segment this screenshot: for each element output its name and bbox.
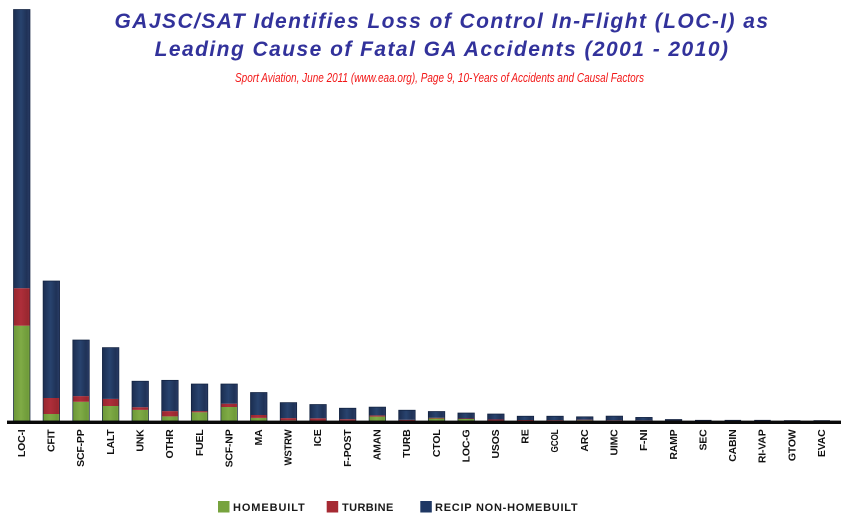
svg-text:Sport Aviation, June 2011 (www: Sport Aviation, June 2011 (www.eaa.org),… <box>235 70 644 85</box>
svg-text:GCOL: GCOL <box>549 429 561 453</box>
svg-text:MA: MA <box>253 429 265 446</box>
svg-text:AMAN: AMAN <box>372 430 384 461</box>
svg-text:LOC-G: LOC-G <box>460 429 472 462</box>
svg-text:Leading Cause of Fatal GA Acci: Leading Cause of Fatal GA Accidents (200… <box>155 38 730 61</box>
svg-text:CFIT: CFIT <box>46 429 58 452</box>
svg-text:LOC-I: LOC-I <box>16 429 28 457</box>
svg-text:USOS: USOS <box>490 429 502 458</box>
svg-text:SCF-NP: SCF-NP <box>223 429 235 467</box>
svg-text:CABIN: CABIN <box>727 430 739 462</box>
svg-text:FUEL: FUEL <box>194 429 206 456</box>
svg-text:UIMC: UIMC <box>609 429 621 456</box>
svg-text:RECIP NON-HOMEBUILT: RECIP NON-HOMEBUILT <box>435 502 578 514</box>
svg-text:CTOL: CTOL <box>431 429 443 457</box>
svg-text:RE: RE <box>520 429 532 443</box>
svg-text:RI-VAP: RI-VAP <box>757 429 769 463</box>
svg-text:GAJSC/SAT Identifies Loss of C: GAJSC/SAT Identifies Loss of Control In-… <box>114 10 769 33</box>
svg-text:HOMEBUILT: HOMEBUILT <box>233 502 306 514</box>
svg-text:EVAC: EVAC <box>816 429 828 457</box>
svg-text:TURBINE: TURBINE <box>342 502 394 514</box>
svg-text:GTOW: GTOW <box>786 429 798 461</box>
svg-text:WSTRW: WSTRW <box>283 429 295 465</box>
svg-text:TURB: TURB <box>401 429 413 458</box>
svg-text:OTHR: OTHR <box>164 429 176 459</box>
svg-text:F-POST: F-POST <box>342 429 354 467</box>
svg-text:RAMP: RAMP <box>668 429 680 459</box>
svg-text:ARC: ARC <box>579 429 591 452</box>
svg-text:UNK: UNK <box>134 429 146 452</box>
svg-text:F-NI: F-NI <box>638 429 650 451</box>
svg-text:SCF-PP: SCF-PP <box>75 429 87 467</box>
svg-text:ICE: ICE <box>312 429 324 446</box>
svg-text:SEC: SEC <box>698 429 710 451</box>
svg-text:LALT: LALT <box>105 429 117 455</box>
